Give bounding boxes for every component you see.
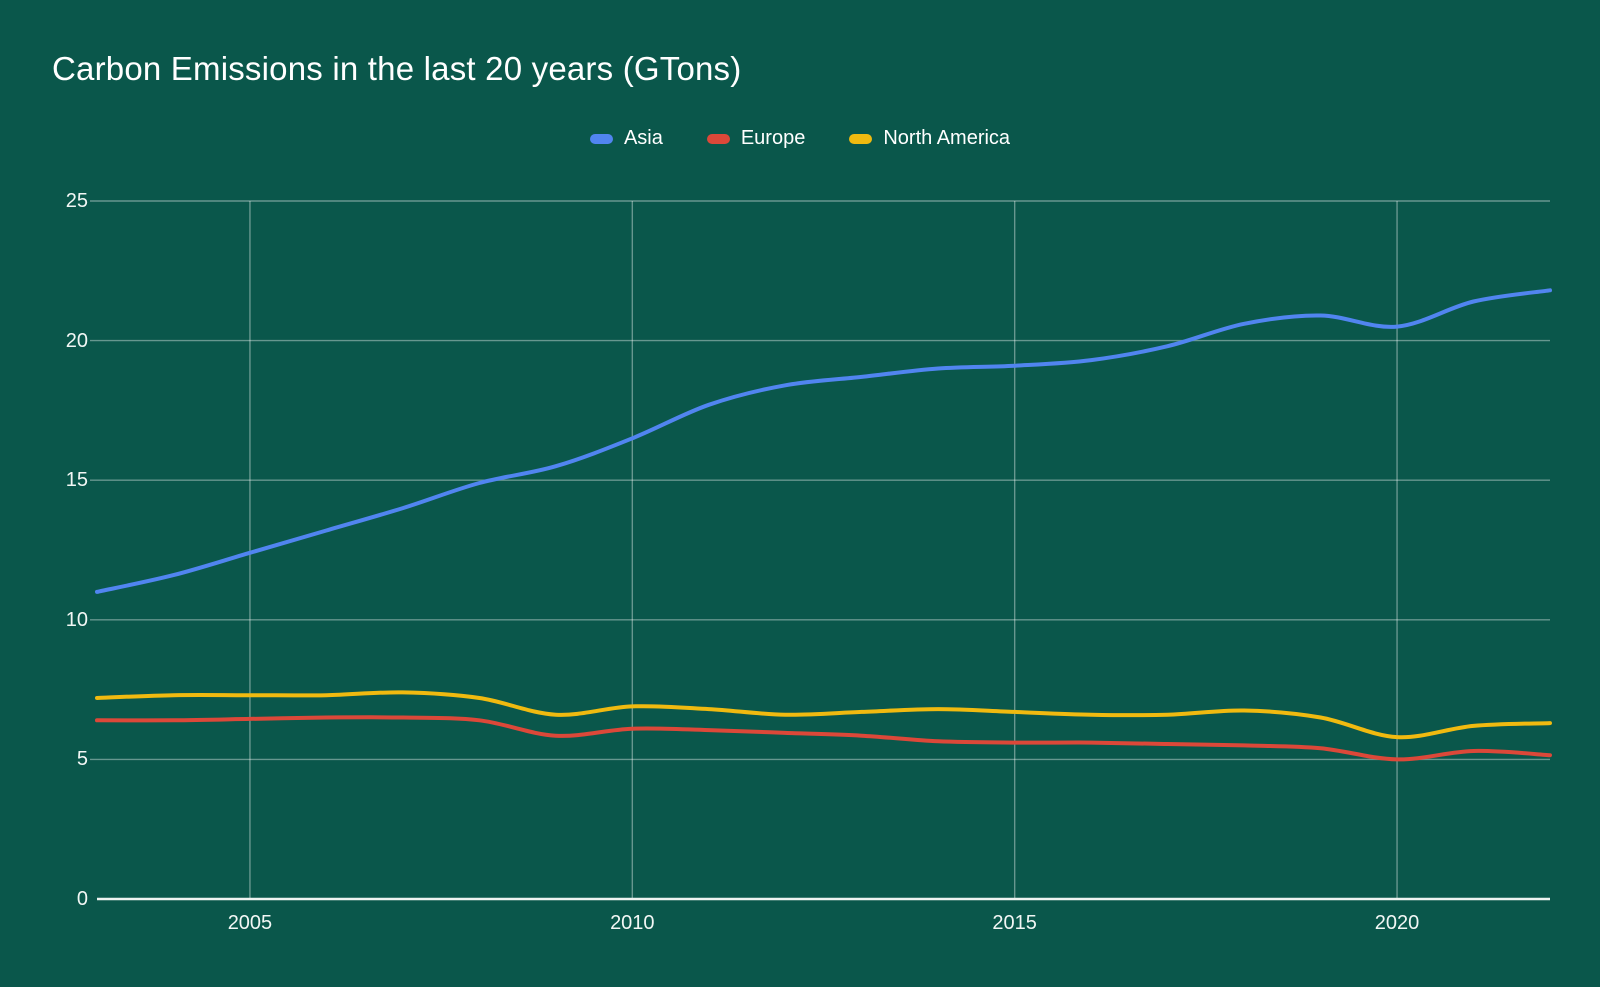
legend-item-north-america[interactable]: North America [849,127,1010,150]
asia-swatch-icon [589,133,613,144]
europe-swatch-icon [706,133,730,144]
x-axis-label-2020: 2020 [1374,912,1420,934]
y-axis-label-25: 25 [65,190,88,212]
x-axis-label-2005: 2005 [227,912,273,934]
europe-line [95,715,1552,762]
legend-label-north-america: North America [883,127,1011,149]
chart-title: Carbon Emissions in the last 20 years (G… [52,50,742,87]
legend: Asia Europe North America [0,127,1600,150]
y-axis-label-20: 20 [65,329,88,352]
north-america-line [95,690,1552,740]
y-axis-label-15: 15 [65,469,88,492]
legend-item-asia[interactable]: Asia [589,127,663,150]
legend-label-europe: Europe [740,127,806,149]
x-axis-label-2010: 2010 [610,912,655,934]
north-america-swatch-icon [849,133,873,144]
x-axis-label-2015: 2015 [992,912,1037,934]
asia-line [95,288,1552,594]
legend-label-asia: Asia [623,127,663,149]
y-axis-label-10: 10 [65,608,88,631]
y-axis-label-0: 0 [76,888,88,910]
legend-item-europe[interactable]: Europe [706,127,806,150]
y-axis-label-5: 5 [76,748,88,771]
